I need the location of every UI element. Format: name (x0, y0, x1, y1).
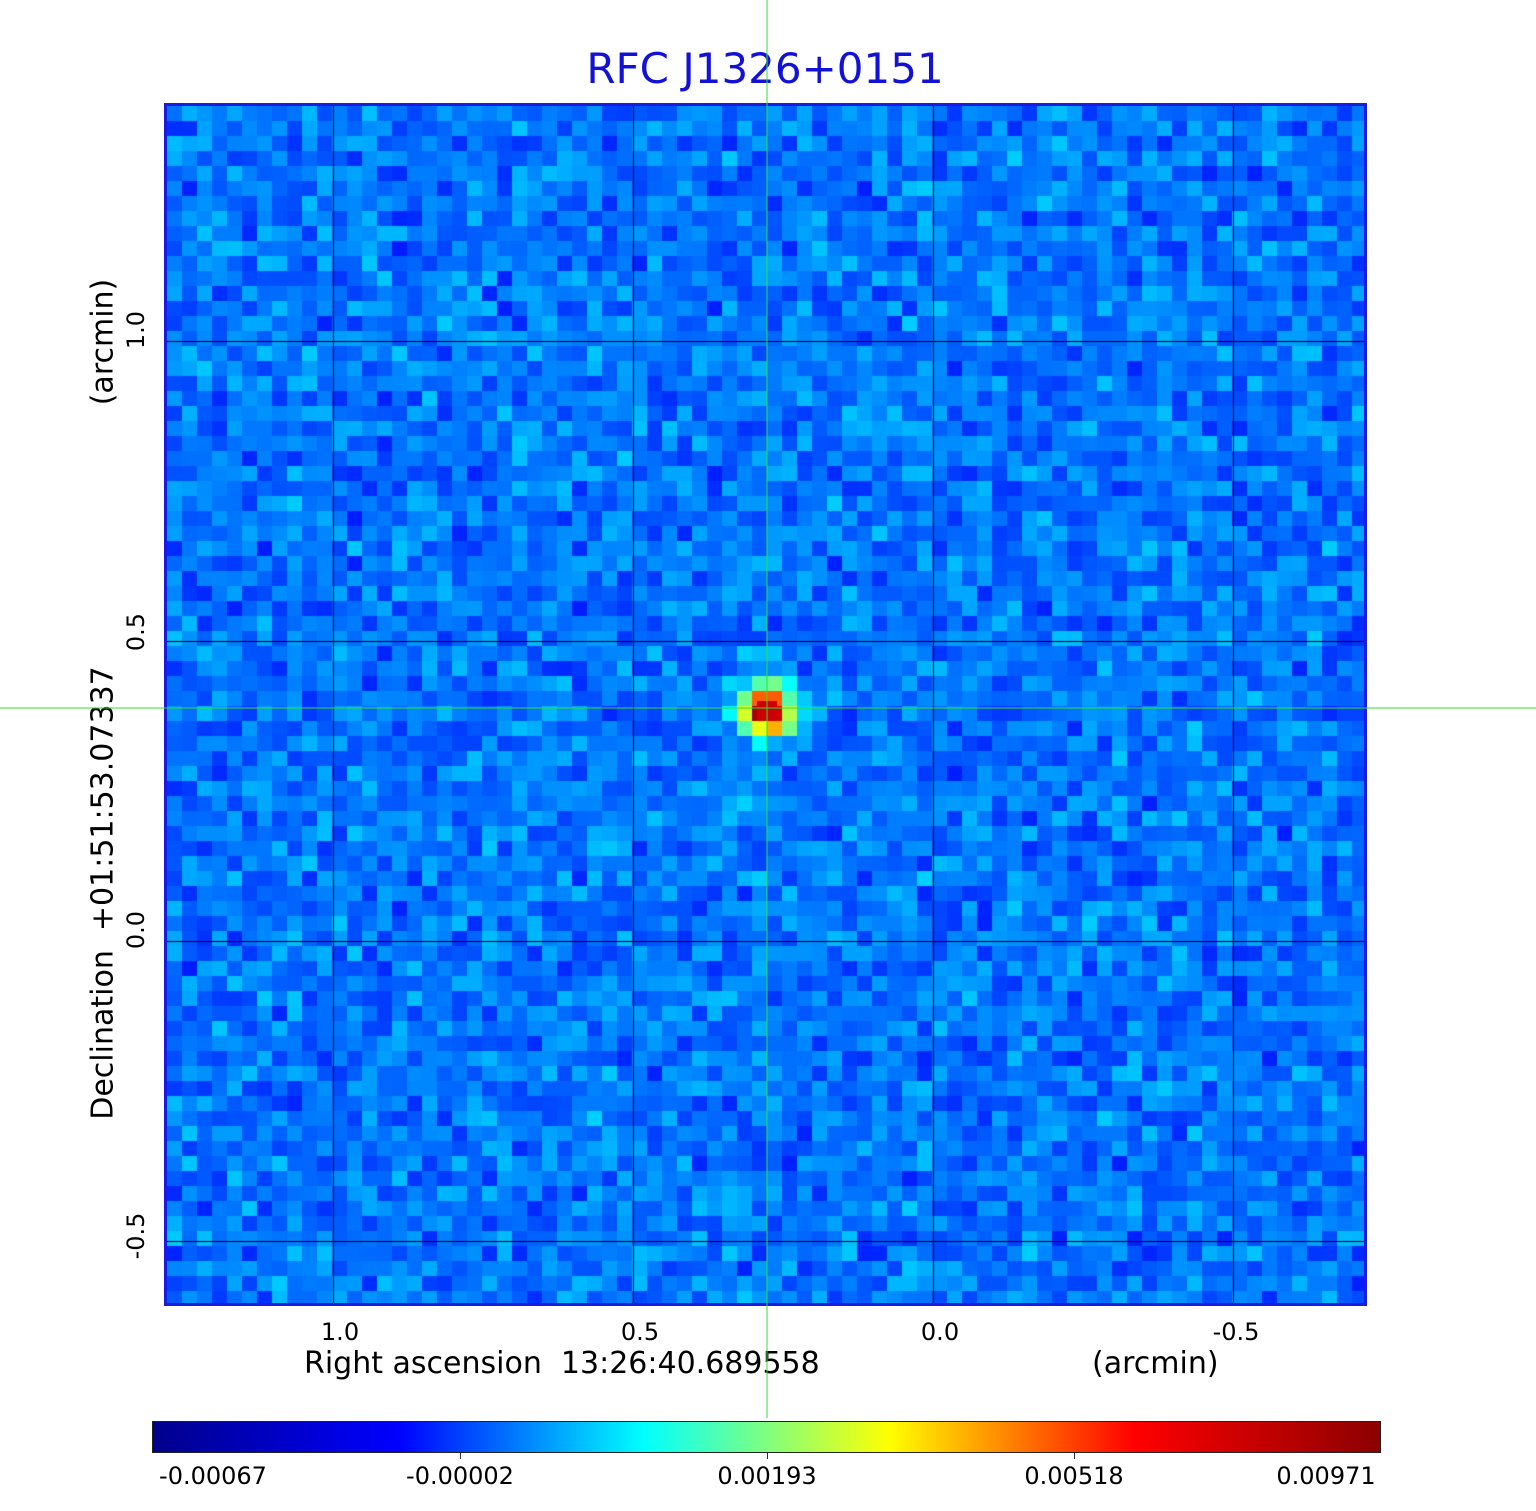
image-panel[interactable] (164, 103, 1367, 1306)
x-axis-unit: (arcmin) (1092, 1346, 1219, 1381)
colorbar (152, 1421, 1381, 1453)
x-tick-label: -0.5 (1212, 1318, 1260, 1346)
colorbar-tick-label: -0.00002 (406, 1462, 514, 1490)
x-tick-label: 1.0 (320, 1318, 360, 1346)
radio-map-image[interactable] (167, 106, 1364, 1303)
x-tick-label: 0.5 (620, 1318, 660, 1346)
y-tick-label: 0.5 (122, 612, 150, 652)
y-axis-label: Declination +01:51:53.07337 (85, 666, 121, 1120)
y-tick-label: -0.5 (122, 1212, 150, 1260)
y-axis-unit: (arcmin) (85, 278, 121, 406)
plot-title: RFC J1326+0151 (586, 44, 944, 93)
x-axis-label: Right ascension 13:26:40.689558 (304, 1346, 820, 1381)
colorbar-tick-mark (767, 1453, 768, 1459)
y-tick-label: 1.0 (122, 310, 150, 350)
colorbar-tick-mark (460, 1453, 461, 1459)
colorbar-tick-label: 0.00971 (1276, 1462, 1376, 1490)
colorbar-tick-label: 0.00518 (1024, 1462, 1124, 1490)
colorbar-tick-label: 0.00193 (717, 1462, 817, 1490)
x-tick-label: 0.0 (920, 1318, 960, 1346)
y-tick-label: 0.0 (122, 910, 150, 950)
colorbar-tick-label: -0.00067 (159, 1462, 267, 1490)
colorbar-tick-mark (1074, 1453, 1075, 1459)
